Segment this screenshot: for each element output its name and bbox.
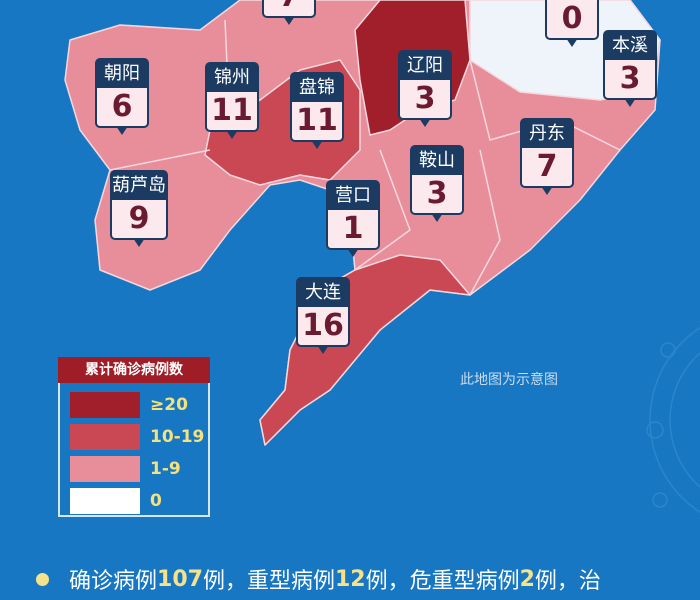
- callout-dalian: 大连 16: [296, 277, 350, 354]
- legend-title: 累计确诊病例数: [58, 357, 210, 383]
- callout-benxi: 本溪 3: [603, 30, 657, 107]
- summary-text: 确诊病例: [69, 569, 158, 594]
- legend-swatch: [70, 456, 140, 482]
- severe-count: 12: [334, 566, 366, 592]
- callout-huludao: 葫芦岛 9: [110, 170, 168, 247]
- callout-anshan: 鞍山 3: [410, 145, 464, 222]
- callout-panjin: 盘锦 11: [290, 72, 344, 149]
- summary-text: 例，危重型病例: [365, 569, 520, 594]
- summary-text: 例，重型病例: [202, 569, 335, 594]
- critical-count: 2: [519, 566, 535, 592]
- legend-swatch: [70, 392, 140, 418]
- callout-dandong: 丹东 7: [520, 118, 574, 195]
- border: [109, 149, 211, 171]
- callout-liaoyang: 辽阳 3: [398, 50, 452, 127]
- callout-top-left: 7: [262, 0, 316, 25]
- legend-item: 0: [70, 485, 208, 517]
- legend: 累计确诊病例数 ≥20 10-19 1-9 0: [58, 357, 210, 517]
- legend-label: 1-9: [150, 459, 181, 479]
- legend-swatch: [70, 424, 140, 450]
- summary-text: 例，治: [534, 569, 601, 594]
- callout-chaoyang: 朝阳 6: [95, 58, 149, 135]
- legend-label: 10-19: [150, 427, 205, 447]
- border: [354, 149, 411, 271]
- map-note: 此地图为示意图: [460, 372, 558, 388]
- callout-jinzhou: 锦州 11: [205, 62, 259, 139]
- legend-item: 10-19: [70, 421, 208, 453]
- summary-line: 确诊病例 107 例，重型病例 12 例，危重型病例 2 例，治: [36, 563, 601, 595]
- region-dalian: [259, 254, 471, 446]
- callout-yingkou: 营口 1: [326, 180, 380, 257]
- bullet-icon: [36, 572, 49, 586]
- border: [469, 149, 501, 296]
- callout-top-right: 0: [545, 0, 599, 47]
- legend-item: ≥20: [70, 389, 208, 421]
- virus-decoration-icon: [646, 326, 700, 514]
- confirmed-count: 107: [157, 566, 203, 592]
- legend-swatch: [70, 488, 140, 514]
- legend-label: 0: [150, 491, 162, 511]
- legend-item: 1-9: [70, 453, 208, 485]
- legend-label: ≥20: [150, 395, 188, 415]
